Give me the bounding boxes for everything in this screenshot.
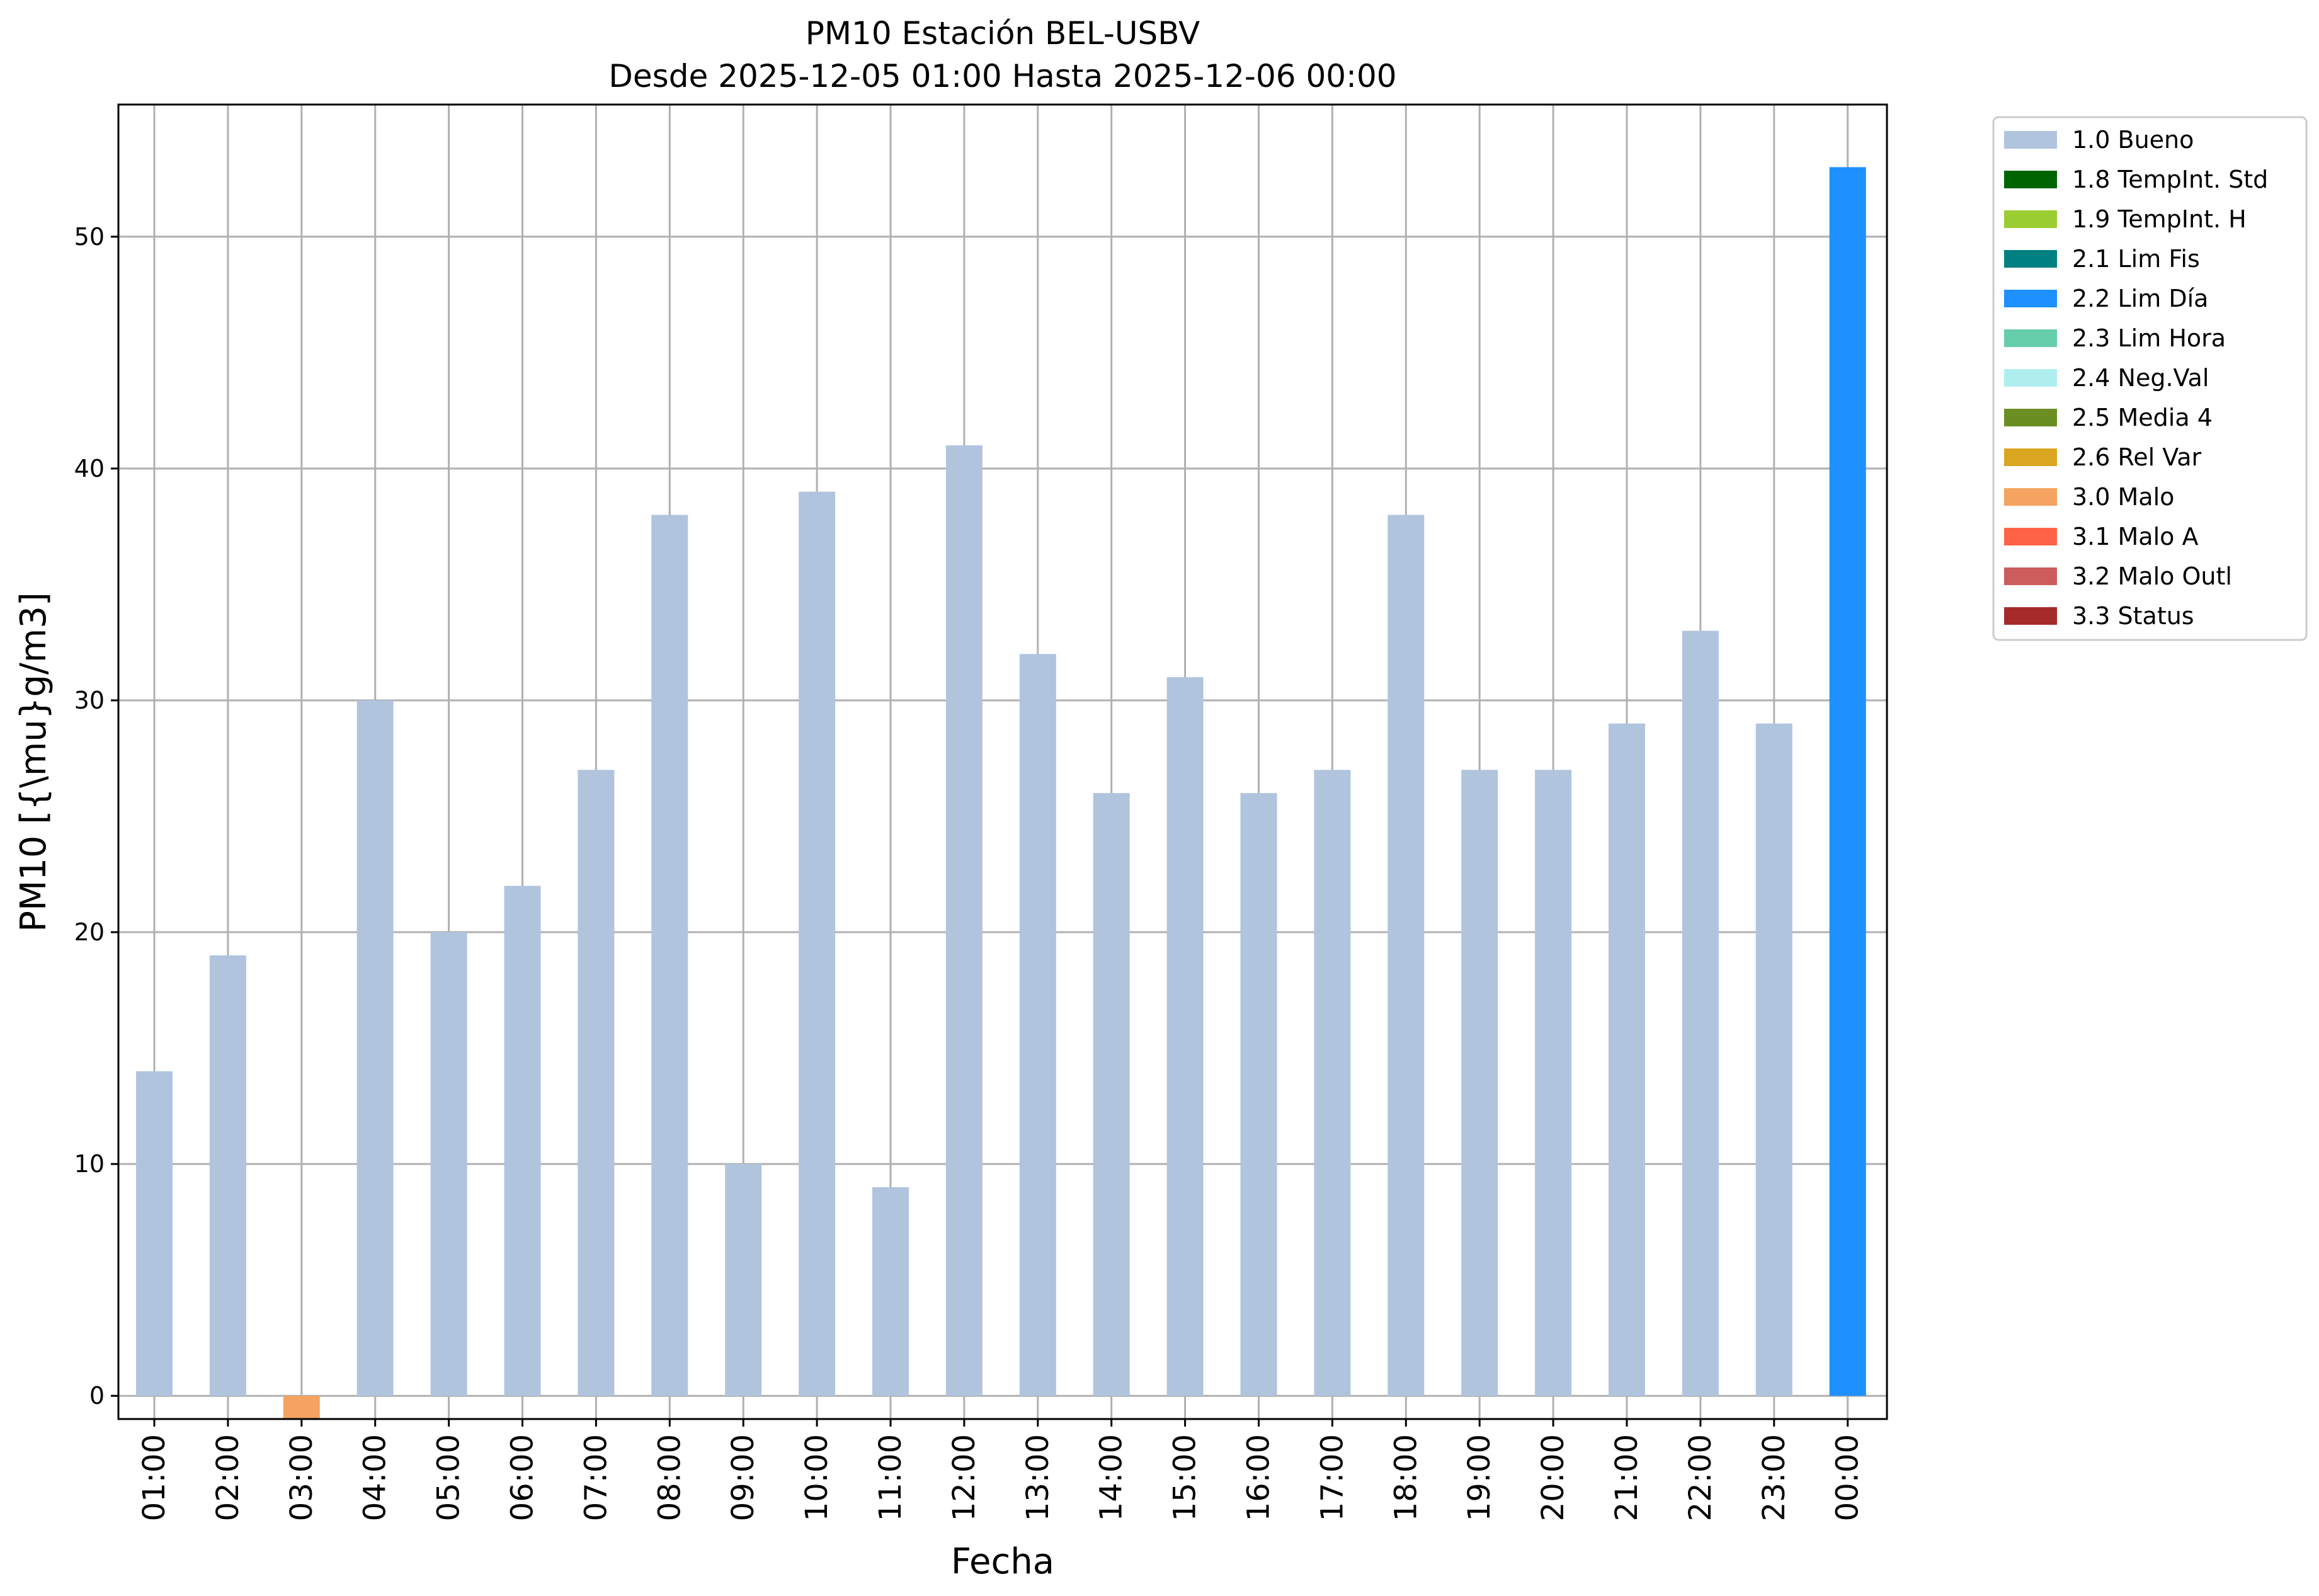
x-tick-label: 01:00 xyxy=(137,1434,172,1521)
x-tick-label: 19:00 xyxy=(1462,1434,1497,1521)
chart-title: PM10 Estación BEL-USBV xyxy=(806,15,1200,52)
x-tick-label: 13:00 xyxy=(1020,1434,1056,1521)
legend-swatch xyxy=(2004,528,2057,545)
bar-1800 xyxy=(1387,515,1425,1396)
bar-0400 xyxy=(356,700,394,1396)
legend-swatch xyxy=(2004,369,2057,387)
x-tick-label: 05:00 xyxy=(431,1434,467,1521)
bar-2300 xyxy=(1755,723,1792,1396)
legend-label: 1.0 Bueno xyxy=(2072,126,2194,154)
legend-swatch xyxy=(2004,448,2057,466)
legend-label: 2.6 Rel Var xyxy=(2072,443,2202,471)
legend: 1.0 Bueno 1.8 TempInt. Std 1.9 TempInt. H 2… xyxy=(1992,116,2308,641)
plot-frame xyxy=(117,103,1888,1420)
legend-swatch xyxy=(2004,607,2057,625)
x-tick-label: 20:00 xyxy=(1536,1434,1571,1521)
y-tick-label: 10 xyxy=(74,1150,105,1178)
x-axis-label: Fecha xyxy=(951,1541,1054,1582)
bar-1000 xyxy=(799,491,836,1396)
x-tick-label: 22:00 xyxy=(1683,1434,1718,1521)
y-tick-label: 0 xyxy=(89,1382,105,1410)
legend-label: 2.3 Lim Hora xyxy=(2072,324,2226,352)
bar-1100 xyxy=(872,1187,909,1396)
y-tick-label: 30 xyxy=(74,687,105,714)
bars-group xyxy=(136,167,1866,1419)
x-tick-label: 23:00 xyxy=(1757,1434,1792,1521)
bar-0900 xyxy=(725,1164,762,1396)
legend-swatch xyxy=(2004,567,2057,585)
legend-swatch xyxy=(2004,290,2057,307)
x-tick-label: 02:00 xyxy=(210,1434,246,1521)
legend-swatch xyxy=(2004,171,2057,188)
bar-2200 xyxy=(1682,630,1719,1396)
chart-subtitle: Desde 2025-12-05 01:00 Hasta 2025-12-06 … xyxy=(608,58,1396,94)
x-tick-labels: 01:00 02:00 03:00 04:00 05:00 06:00 07:00 08:00… xyxy=(137,1419,1866,1521)
x-tick-label: 14:00 xyxy=(1094,1434,1129,1521)
bar-0700 xyxy=(578,770,615,1396)
bar-0200 xyxy=(209,955,246,1396)
x-tick-label: 21:00 xyxy=(1609,1434,1644,1521)
bar-1900 xyxy=(1461,770,1498,1396)
legend-swatch xyxy=(2004,409,2057,426)
legend-label: 3.3 Status xyxy=(2072,602,2194,630)
legend-frame xyxy=(1992,116,2308,641)
legend-label: 2.2 Lim Día xyxy=(2072,285,2208,312)
bar-0000 xyxy=(1829,167,1866,1396)
legend-swatch xyxy=(2004,250,2057,268)
x-tick-label: 16:00 xyxy=(1241,1434,1277,1521)
legend-swatch xyxy=(2004,131,2057,149)
legend-swatch xyxy=(2004,329,2057,347)
x-tick-label: 17:00 xyxy=(1314,1434,1350,1521)
bar-1700 xyxy=(1314,770,1351,1396)
bar-1500 xyxy=(1166,677,1204,1396)
legend-label: 1.9 TempInt. H xyxy=(2072,205,2247,233)
x-tick-label: 18:00 xyxy=(1388,1434,1423,1521)
bar-0600 xyxy=(504,886,541,1396)
bar-0300 xyxy=(283,1396,320,1419)
x-tick-label: 08:00 xyxy=(652,1434,687,1521)
x-tick-label: 06:00 xyxy=(505,1434,540,1521)
bar-1600 xyxy=(1240,793,1277,1396)
x-tick-label: 12:00 xyxy=(947,1434,982,1521)
x-tick-label: 03:00 xyxy=(284,1434,319,1521)
bar-0100 xyxy=(136,1071,173,1396)
bar-0800 xyxy=(651,515,688,1396)
legend-label: 3.1 Malo A xyxy=(2072,523,2198,550)
legend-label: 3.0 Malo xyxy=(2072,483,2174,511)
x-tick-label: 09:00 xyxy=(726,1434,761,1521)
bar-2100 xyxy=(1609,723,1645,1396)
bar-1200 xyxy=(945,445,983,1396)
bar-0500 xyxy=(430,932,467,1396)
x-tick-label: 15:00 xyxy=(1168,1434,1203,1521)
legend-label: 1.8 TempInt. Std xyxy=(2072,166,2268,193)
y-tick-label: 20 xyxy=(74,918,105,946)
bar-2000 xyxy=(1535,770,1572,1396)
x-tick-label: 11:00 xyxy=(873,1434,908,1521)
legend-label: 2.5 Media 4 xyxy=(2072,404,2213,431)
legend-label: 2.1 Lim Fis xyxy=(2072,245,2200,273)
bar-1300 xyxy=(1019,654,1056,1396)
legend-label: 2.4 Neg.Val xyxy=(2072,364,2209,392)
y-tick-label: 40 xyxy=(74,455,105,482)
y-tick-labels: 0 10 20 30 40 50 xyxy=(74,223,118,1410)
x-tick-label: 07:00 xyxy=(578,1434,613,1521)
y-axis-label: PM10 [{\mu}g/m3] xyxy=(13,592,54,932)
x-tick-label: 00:00 xyxy=(1830,1434,1866,1521)
x-tick-label: 04:00 xyxy=(358,1434,393,1521)
legend-swatch xyxy=(2004,488,2057,506)
bar-1400 xyxy=(1093,793,1130,1396)
legend-swatch xyxy=(2004,210,2057,228)
y-tick-label: 50 xyxy=(74,223,105,251)
legend-label: 3.2 Malo Outl xyxy=(2072,562,2232,590)
x-tick-label: 10:00 xyxy=(799,1434,835,1521)
